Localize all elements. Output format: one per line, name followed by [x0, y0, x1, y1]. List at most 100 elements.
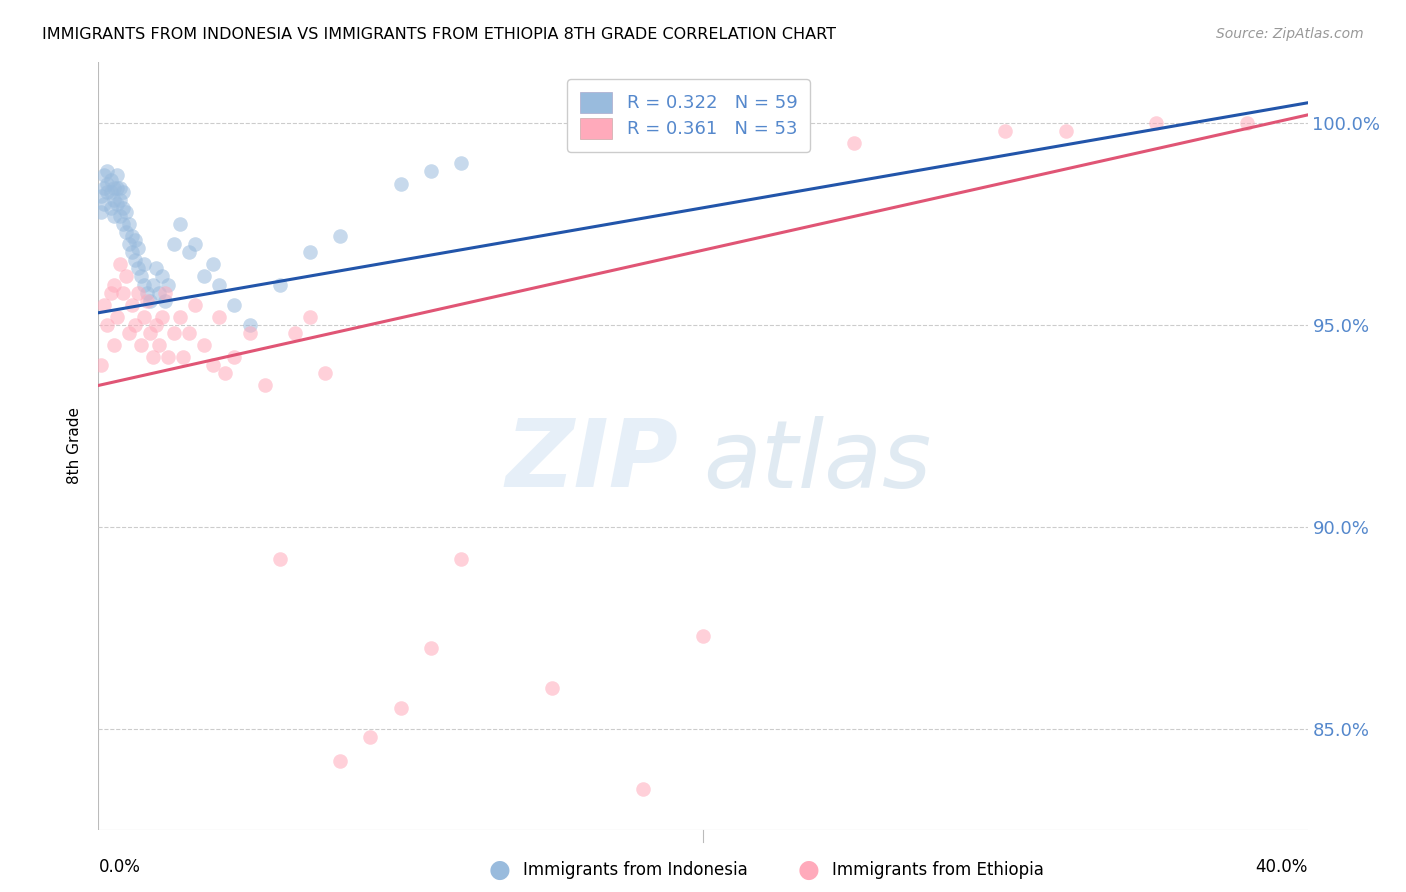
Point — [90, 188, 112, 202]
Text: atlas: atlas — [703, 416, 931, 507]
Point — [214, 367, 236, 381]
Point — [135, 285, 157, 300]
Point — [111, 217, 134, 231]
Point — [142, 277, 165, 292]
Point — [631, 782, 654, 797]
Point — [96, 318, 118, 332]
Point — [132, 277, 155, 292]
Point — [450, 552, 472, 566]
Point — [111, 285, 134, 300]
Point — [224, 298, 246, 312]
Point — [994, 124, 1017, 138]
Point — [239, 318, 262, 332]
Point — [118, 326, 141, 340]
Point — [314, 367, 336, 381]
Point — [284, 326, 307, 340]
Point — [1144, 116, 1167, 130]
Point — [329, 754, 352, 768]
Point — [108, 180, 131, 194]
Point — [105, 196, 128, 211]
Point — [389, 177, 412, 191]
Point — [129, 338, 152, 352]
Point — [299, 310, 322, 324]
Text: Immigrants from Ethiopia: Immigrants from Ethiopia — [832, 861, 1045, 879]
Point — [150, 310, 173, 324]
Point — [148, 338, 170, 352]
Point — [121, 245, 143, 260]
Point — [103, 180, 125, 194]
Point — [103, 193, 125, 207]
Point — [202, 358, 225, 372]
Point — [224, 350, 246, 364]
Point — [114, 204, 136, 219]
Point — [329, 229, 352, 244]
Point — [179, 326, 201, 340]
Point — [139, 326, 162, 340]
Point — [129, 269, 152, 284]
Text: IMMIGRANTS FROM INDONESIA VS IMMIGRANTS FROM ETHIOPIA 8TH GRADE CORRELATION CHAR: IMMIGRANTS FROM INDONESIA VS IMMIGRANTS … — [42, 27, 837, 42]
Point — [692, 629, 714, 643]
Point — [540, 681, 562, 696]
Point — [153, 285, 176, 300]
Point — [127, 241, 149, 255]
Point — [184, 298, 207, 312]
Point — [156, 277, 179, 292]
Point — [420, 640, 443, 655]
Point — [1236, 116, 1258, 130]
Point — [103, 277, 125, 292]
Point — [163, 326, 186, 340]
Point — [124, 318, 146, 332]
Point — [121, 229, 143, 244]
Point — [103, 338, 125, 352]
Point — [105, 310, 128, 324]
Point — [118, 217, 141, 231]
Point — [139, 293, 162, 308]
Point — [127, 261, 149, 276]
Point — [108, 193, 131, 207]
Text: 0.0%: 0.0% — [98, 858, 141, 876]
Point — [93, 180, 115, 194]
Text: ●: ● — [797, 858, 820, 881]
Point — [108, 209, 131, 223]
Text: 40.0%: 40.0% — [1256, 858, 1308, 876]
Point — [208, 310, 231, 324]
Point — [156, 350, 179, 364]
Point — [100, 201, 122, 215]
Text: Immigrants from Indonesia: Immigrants from Indonesia — [523, 861, 748, 879]
Point — [389, 701, 412, 715]
Point — [150, 269, 173, 284]
Point — [114, 225, 136, 239]
Point — [90, 204, 112, 219]
Point — [111, 185, 134, 199]
Text: ZIP: ZIP — [506, 416, 679, 508]
Point — [96, 185, 118, 199]
Point — [208, 277, 231, 292]
Point — [124, 253, 146, 268]
Point — [100, 185, 122, 199]
Point — [96, 177, 118, 191]
Point — [114, 269, 136, 284]
Point — [202, 257, 225, 271]
Point — [96, 164, 118, 178]
Point — [135, 293, 157, 308]
Point — [90, 358, 112, 372]
Point — [100, 285, 122, 300]
Point — [193, 338, 215, 352]
Point — [360, 730, 382, 744]
Point — [193, 269, 215, 284]
Point — [420, 164, 443, 178]
Point — [148, 285, 170, 300]
Point — [269, 277, 291, 292]
Text: Source: ZipAtlas.com: Source: ZipAtlas.com — [1216, 27, 1364, 41]
Point — [103, 209, 125, 223]
Point — [169, 217, 191, 231]
Point — [121, 298, 143, 312]
Legend: R = 0.322   N = 59, R = 0.361   N = 53: R = 0.322 N = 59, R = 0.361 N = 53 — [567, 79, 810, 152]
Point — [132, 310, 155, 324]
Point — [111, 201, 134, 215]
Point — [253, 378, 276, 392]
Point — [93, 169, 115, 183]
Point — [269, 552, 291, 566]
Point — [145, 261, 167, 276]
Point — [108, 257, 131, 271]
